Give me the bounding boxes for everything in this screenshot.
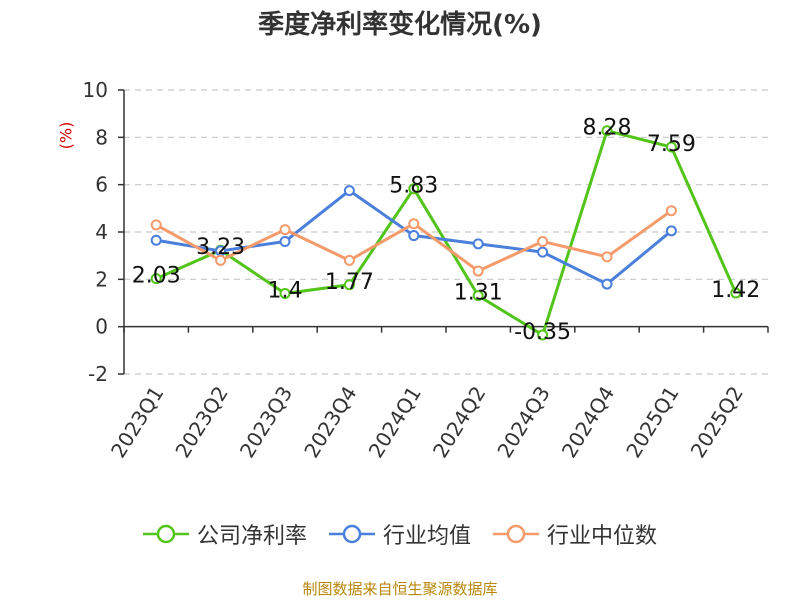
legend-label: 行业均值: [382, 524, 471, 549]
data-point: [408, 183, 420, 195]
data-point: [601, 251, 613, 263]
y-tick-label: 2: [95, 267, 108, 291]
legend-item: 行业中位数: [493, 518, 657, 550]
y-tick-label: 10: [83, 78, 108, 102]
data-point: [601, 125, 613, 137]
x-tick-label: 2024Q1: [364, 382, 426, 462]
legend-item: 公司净利率: [142, 518, 307, 550]
x-tick-label: 2023Q3: [235, 382, 297, 462]
legend: 公司净利率 行业均值 行业中位数: [0, 518, 800, 550]
data-point: [343, 279, 355, 291]
data-label: 1.31: [454, 281, 503, 306]
legend-item: 行业均值: [328, 518, 471, 550]
data-point: [472, 290, 484, 302]
series: [150, 125, 742, 341]
data-point: [279, 224, 291, 236]
data-labels: 2.03 3.23 1.4 1.77 5.83 1.31 -0.35 8.28 7.59 1.42: [132, 116, 761, 345]
data-label: 8.28: [583, 116, 632, 141]
data-point: [601, 278, 613, 290]
data-point: [215, 254, 227, 266]
data-point: [730, 287, 742, 299]
data-label: 1.77: [325, 270, 374, 295]
legend-label: 行业中位数: [547, 524, 658, 549]
legend-swatch: [493, 524, 539, 544]
data-point: [665, 141, 677, 153]
legend-label: 公司净利率: [196, 524, 307, 549]
x-tick-label: 2024Q2: [428, 382, 490, 462]
y-tick-label: 6: [95, 173, 108, 197]
legend-swatch: [328, 524, 375, 544]
x-tick-label: 2025Q2: [686, 382, 748, 462]
x-tick-label: 2023Q4: [299, 382, 361, 462]
legend-swatch: [142, 524, 189, 544]
data-point: [279, 288, 291, 300]
x-tick-label: 2024Q3: [492, 382, 554, 462]
data-point: [665, 225, 677, 237]
data-label: -0.35: [514, 320, 571, 345]
x-tick-label: 2023Q2: [170, 382, 232, 462]
chart-title: 季度净利率变化情况(%): [258, 10, 542, 40]
x-tick-label: 2024Q4: [557, 382, 619, 462]
legend-swatch-marker: [156, 524, 176, 544]
data-point: [537, 235, 549, 247]
data-point: [279, 235, 291, 247]
data-point: [150, 234, 162, 246]
data-label: 3.23: [196, 235, 245, 260]
data-point: [150, 219, 162, 231]
data-point: [343, 254, 355, 266]
data-point: [150, 273, 162, 285]
data-label: 5.83: [389, 174, 438, 199]
x-tick-label: 2023Q1: [106, 382, 168, 462]
data-label: 2.03: [132, 264, 181, 289]
data-point: [537, 329, 549, 341]
data-point: [408, 230, 420, 242]
data-point: [343, 185, 355, 197]
data-label: 7.59: [647, 132, 696, 157]
data-label: 1.4: [268, 279, 303, 304]
data-label: 1.42: [711, 278, 760, 303]
data-point: [472, 238, 484, 250]
data-source-note: 制图数据来自恒生聚源数据库: [302, 580, 498, 598]
x-tick-label: 2025Q1: [621, 382, 683, 462]
legend-swatch-marker: [342, 524, 362, 544]
series-line: [155, 129, 738, 337]
y-tick-label: 4: [95, 220, 108, 244]
y-tick-label: -2: [88, 362, 108, 386]
data-point: [408, 218, 420, 230]
legend-swatch-marker: [506, 524, 526, 544]
data-point: [472, 265, 484, 277]
y-tick-label: 8: [95, 125, 108, 149]
y-tick-label: 0: [95, 315, 108, 339]
data-point: [665, 205, 677, 217]
data-point: [537, 246, 549, 258]
